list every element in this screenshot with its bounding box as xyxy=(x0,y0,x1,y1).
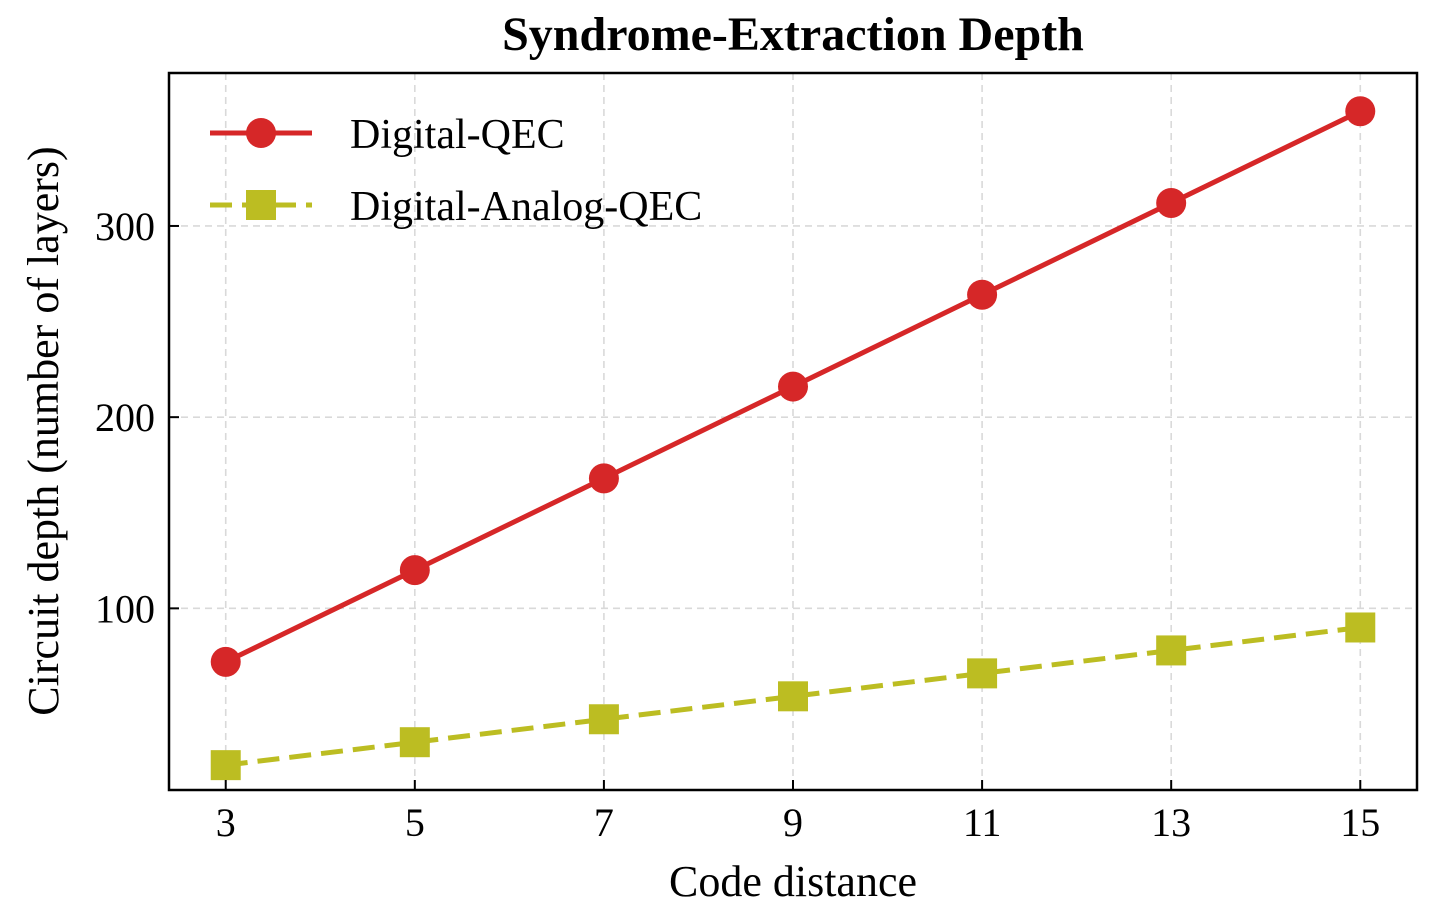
data-point xyxy=(967,279,998,310)
legend-marker xyxy=(246,118,276,148)
y-tick-label: 200 xyxy=(95,395,155,440)
data-point xyxy=(778,371,808,402)
x-tick-label: 9 xyxy=(783,800,803,845)
legend-item: Digital-QEC xyxy=(210,112,565,158)
y-tick-label: 300 xyxy=(95,204,155,249)
x-tick-label: 15 xyxy=(1340,800,1380,845)
data-point xyxy=(1345,96,1376,127)
series-layer xyxy=(210,96,1376,781)
data-point xyxy=(1156,188,1187,219)
chart-title: Syndrome-Extraction Depth xyxy=(502,8,1084,61)
data-point xyxy=(588,704,619,735)
series-digital-analog-qec xyxy=(210,612,1376,781)
legend-label: Digital-Analog-QEC xyxy=(350,184,702,230)
y-tick-label: 100 xyxy=(95,586,155,631)
data-point xyxy=(1156,635,1187,666)
legend-marker xyxy=(246,190,276,220)
legend: Digital-QEC Digital-Analog-QEC xyxy=(210,112,702,230)
data-point xyxy=(210,646,241,677)
ticks: 3 5 7 9 11 13 15 100 200 300 xyxy=(95,204,1380,845)
data-point xyxy=(778,681,808,712)
data-point xyxy=(399,555,430,586)
data-point xyxy=(1345,612,1376,643)
x-tick-label: 3 xyxy=(216,800,236,845)
legend-label: Digital-QEC xyxy=(350,112,565,158)
legend-item: Digital-Analog-QEC xyxy=(210,184,702,230)
data-point xyxy=(399,727,430,758)
x-axis-label: Code distance xyxy=(669,857,917,906)
data-point xyxy=(967,658,998,689)
x-tick-label: 13 xyxy=(1151,800,1191,845)
series-digital-qec xyxy=(210,96,1376,677)
y-axis-label: Circuit depth (number of layers) xyxy=(19,146,68,715)
grid xyxy=(169,73,1417,790)
x-tick-label: 11 xyxy=(963,800,1002,845)
data-point xyxy=(588,463,619,494)
x-tick-label: 7 xyxy=(594,800,614,845)
data-point xyxy=(210,750,241,781)
x-tick-label: 5 xyxy=(405,800,425,845)
